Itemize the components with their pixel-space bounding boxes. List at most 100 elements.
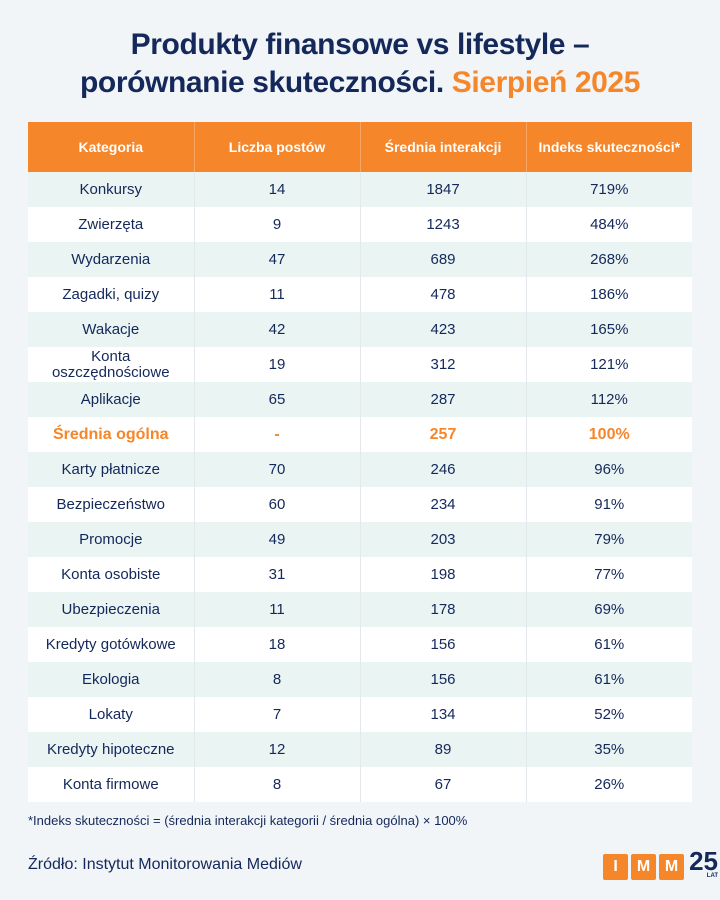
cell-category: Zagadki, quizy — [28, 277, 195, 312]
cell-post-count: 42 — [194, 312, 361, 347]
cell-avg-interactions: 312 — [360, 347, 527, 382]
logo-letter: I — [603, 854, 629, 880]
table-row: Kredyty hipoteczne 12 89 35% — [28, 732, 692, 767]
cell-avg-interactions: 246 — [360, 452, 527, 487]
cell-category: Kredyty gotówkowe — [28, 627, 195, 662]
cell-category: Wydarzenia — [28, 242, 195, 277]
table-row-average: Średnia ogólna -257 100% — [28, 417, 692, 452]
cell-post-count: 11 — [194, 277, 361, 312]
cell-index: 719% — [526, 172, 692, 207]
cell-category: Zwierzęta — [28, 207, 195, 242]
cell-index: 91% — [526, 487, 692, 522]
footer: Źródło: Instytut Monitorowania Mediów I … — [28, 833, 718, 880]
column-header: Kategoria — [28, 122, 195, 172]
table-row: Wydarzenia 47 689 268% — [28, 242, 692, 277]
cell-index: 77% — [526, 557, 692, 592]
imm-logo: I M M 25 LAT — [603, 846, 720, 880]
cell-index: 112% — [526, 382, 692, 417]
table-row: Konta osobiste 31 198 77% — [28, 557, 692, 592]
cell-post-count: 31 — [194, 557, 361, 592]
cell-avg-interactions: 689 — [360, 242, 527, 277]
logo-letter: M — [659, 854, 685, 880]
cell-avg-interactions: 134 — [360, 697, 527, 732]
logo-letter: M — [631, 854, 657, 880]
table-row: Konkursy 14 1847 719% — [28, 172, 692, 207]
cell-category: Konta oszczędnościowe — [28, 347, 195, 382]
cell-avg-interactions: 257 — [360, 417, 527, 452]
table-row: Lokaty 7 134 52% — [28, 697, 692, 732]
cell-category: Kredyty hipoteczne — [28, 732, 195, 767]
cell-avg-interactions: 1243 — [360, 207, 527, 242]
column-header: Liczba postów — [194, 122, 361, 172]
table-row: Aplikacje 65 287 112% — [28, 382, 692, 417]
cell-post-count: 18 — [194, 627, 361, 662]
cell-avg-interactions: 234 — [360, 487, 527, 522]
column-header: Średnia interakcji — [360, 122, 527, 172]
cell-post-count: 11 — [194, 592, 361, 627]
title-line-2-text: porównanie skuteczności. — [79, 66, 444, 99]
cell-index: 186% — [526, 277, 692, 312]
effectiveness-table: Kategoria Liczba postów Średnia interakcji… — [28, 122, 692, 802]
cell-post-count: 12 — [194, 732, 361, 767]
cell-index: 79% — [526, 522, 692, 557]
logo-years-number: 25 — [689, 846, 718, 876]
cell-post-count: 49 — [194, 522, 361, 557]
cell-post-count: 8 — [194, 662, 361, 697]
table-row: Bezpieczeństwo 60 234 91% — [28, 487, 692, 522]
cell-avg-interactions: 89 — [360, 732, 527, 767]
cell-category: Promocje — [28, 522, 195, 557]
table-header-row: Kategoria Liczba postów Średnia interakcji… — [28, 122, 692, 172]
cell-category: Konta osobiste — [28, 557, 195, 592]
cell-index: 35% — [526, 732, 692, 767]
cell-avg-interactions: 1847 — [360, 172, 527, 207]
table-row: Konta firmowe 8 67 26% — [28, 767, 692, 802]
title-line-2: porównanie skuteczności. Sierpień 2025 — [8, 64, 712, 102]
cell-category: Aplikacje — [28, 382, 195, 417]
cell-avg-interactions: 156 — [360, 627, 527, 662]
cell-index: 268% — [526, 242, 692, 277]
cell-category: Średnia ogólna — [28, 417, 195, 452]
table-row: Promocje 49 203 79% — [28, 522, 692, 557]
cell-index: 484% — [526, 207, 692, 242]
page-title: Produkty finansowe vs lifestyle – porówn… — [8, 26, 712, 102]
cell-index: 26% — [526, 767, 692, 802]
cell-category: Ubezpieczenia — [28, 592, 195, 627]
cell-index: 121% — [526, 347, 692, 382]
column-header: Indeks skuteczności* — [526, 122, 692, 172]
cell-index: 69% — [526, 592, 692, 627]
table-row: Ekologia 8 156 61% — [28, 662, 692, 697]
logo-years: 25 LAT — [689, 846, 718, 880]
source-text: Źródło: Instytut Monitorowania Mediów — [28, 855, 302, 873]
cell-post-count: 70 — [194, 452, 361, 487]
table-body: Konkursy 14 1847 719% Zwierzęta 9 1243 484% Wyda… — [28, 172, 692, 802]
cell-category: Konta firmowe — [28, 767, 195, 802]
table-row: Zwierzęta 9 1243 484% — [28, 207, 692, 242]
cell-index: 96% — [526, 452, 692, 487]
cell-post-count: 47 — [194, 242, 361, 277]
cell-category: Bezpieczeństwo — [28, 487, 195, 522]
cell-post-count: 14 — [194, 172, 361, 207]
footnote: *Indeks skuteczności = (średnia interakc… — [28, 813, 468, 828]
cell-index: 61% — [526, 662, 692, 697]
cell-category: Lokaty — [28, 697, 195, 732]
cell-post-count: - — [194, 417, 361, 452]
table-row: Konta oszczędnościowe 19 312 121% — [28, 347, 692, 382]
cell-index: 165% — [526, 312, 692, 347]
cell-category: Ekologia — [28, 662, 195, 697]
logo-years-label: LAT — [706, 873, 718, 879]
cell-index: 100% — [526, 417, 692, 452]
cell-category: Karty płatnicze — [28, 452, 195, 487]
table-row: Wakacje 42 423 165% — [28, 312, 692, 347]
cell-post-count: 8 — [194, 767, 361, 802]
cell-avg-interactions: 478 — [360, 277, 527, 312]
cell-avg-interactions: 287 — [360, 382, 527, 417]
cell-post-count: 9 — [194, 207, 361, 242]
title-accent: Sierpień 2025 — [451, 66, 641, 99]
cell-post-count: 60 — [194, 487, 361, 522]
cell-avg-interactions: 423 — [360, 312, 527, 347]
table-row: Ubezpieczenia 11 178 69% — [28, 592, 692, 627]
cell-avg-interactions: 198 — [360, 557, 527, 592]
cell-avg-interactions: 203 — [360, 522, 527, 557]
cell-category: Konkursy — [28, 172, 195, 207]
